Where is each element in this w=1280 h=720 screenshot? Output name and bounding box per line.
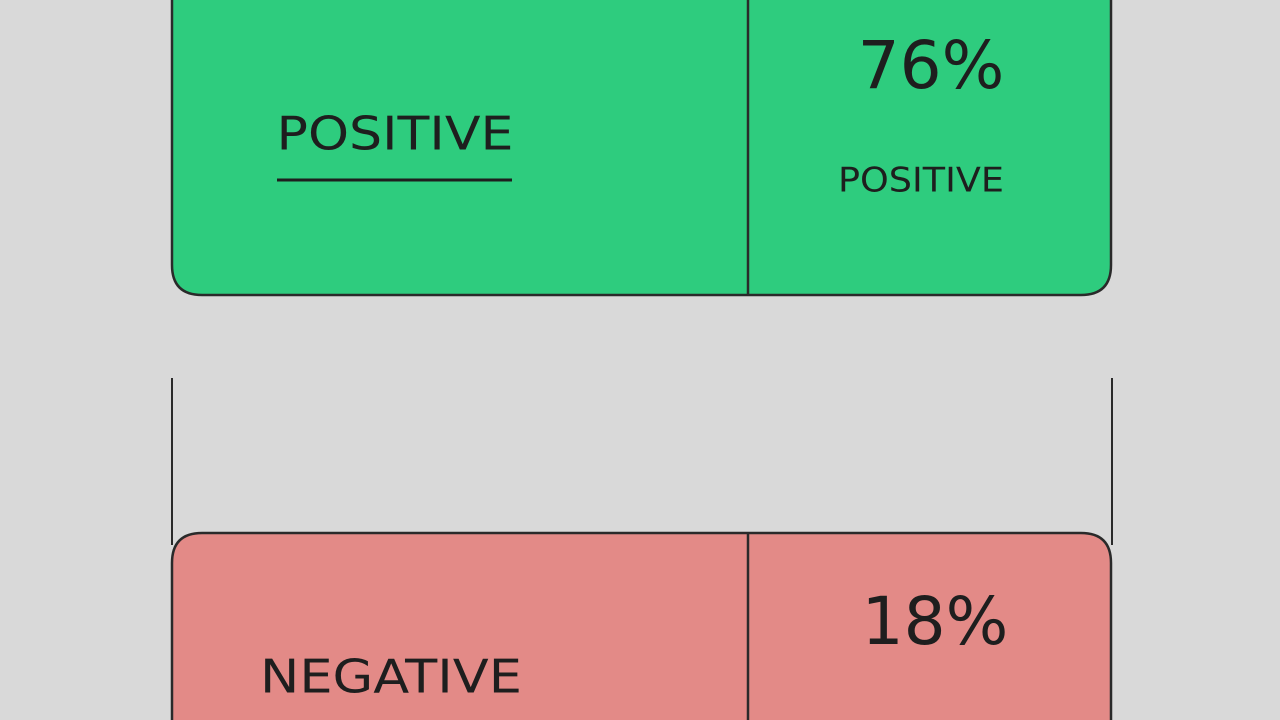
negative-card[interactable]: NEGATIVE 18% bbox=[170, 531, 1113, 720]
card-percent: 76% bbox=[858, 27, 1005, 104]
positive-card[interactable]: POSITIVE 76% POSITIVE bbox=[170, 0, 1113, 297]
card-label: NEGATIVE bbox=[260, 650, 522, 704]
card-percent: 18% bbox=[862, 583, 1009, 660]
card-label: POSITIVE bbox=[277, 107, 514, 161]
card-background bbox=[170, 531, 1113, 720]
card-caption: POSITIVE bbox=[838, 161, 1004, 201]
card-background bbox=[170, 0, 1113, 297]
